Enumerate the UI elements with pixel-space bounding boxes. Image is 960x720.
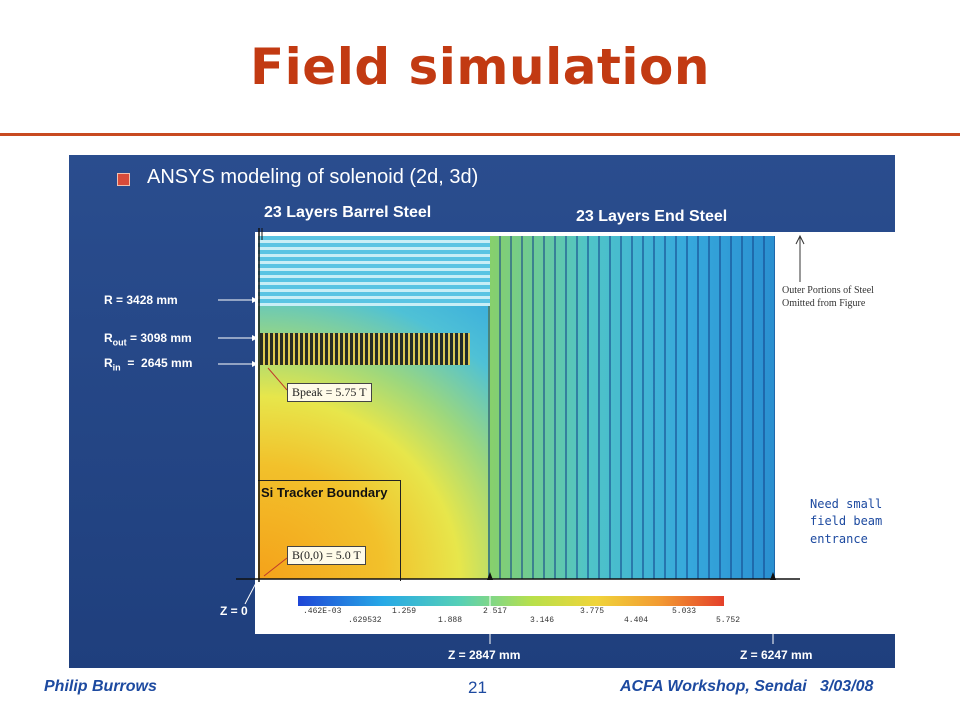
- barrel-steel-label: 23 Layers Barrel Steel: [264, 204, 432, 221]
- footer-event: ACFA Workshop, Sendai 3/03/08: [620, 678, 874, 695]
- bullet-text: ANSYS modeling of solenoid (2d, 3d): [147, 166, 479, 188]
- cb-tick-bottom-2: 3.146: [530, 616, 555, 625]
- rout-label: Rout = 3098 mm: [104, 331, 192, 347]
- end-steel-label: 23 Layers End Steel: [576, 208, 728, 225]
- rin-value: = 2645 mm: [120, 356, 193, 370]
- z6247-label: Z = 6247 mm: [740, 648, 813, 662]
- r-label: R = 3428 mm: [104, 293, 178, 307]
- rin-prefix: R: [104, 356, 113, 370]
- cb-tick-top-0: .462E-03: [303, 607, 342, 616]
- z0-label: Z = 0: [220, 604, 248, 618]
- end-steel-layers: [488, 236, 775, 579]
- footer-page-number: 21: [468, 678, 487, 697]
- cb-tick-bottom-1: 1.888: [438, 616, 463, 625]
- cb-tick-bottom-4: 5.752: [716, 616, 741, 625]
- si-tracker-label: Si Tracker Boundary: [261, 485, 388, 500]
- rin-label: Rin = 2645 mm: [104, 356, 192, 372]
- rout-value: = 3098 mm: [126, 331, 192, 345]
- bullet-icon: [117, 173, 130, 186]
- colorbar: [298, 596, 724, 606]
- z2847-label: Z = 2847 mm: [448, 648, 521, 662]
- solenoid-coil: [260, 333, 470, 365]
- barrel-steel-layers: [258, 236, 490, 306]
- rin-sub: in: [112, 362, 121, 373]
- outer-portions-note: Outer Portions of Steel Omitted from Fig…: [782, 285, 874, 309]
- rout-sub: out: [112, 337, 127, 348]
- title-rule: [0, 133, 960, 136]
- cb-tick-bottom-3: 4.404: [624, 616, 649, 625]
- footer-author: Philip Burrows: [44, 678, 157, 695]
- cb-tick-bottom-0: .629532: [348, 616, 382, 625]
- cb-tick-top-3: 3.775: [580, 607, 605, 616]
- slide-title: Field simulation: [249, 38, 710, 96]
- rout-prefix: R: [104, 331, 113, 345]
- bpeak-label: Bpeak = 5.75 T: [287, 383, 372, 402]
- cb-tick-top-1: 1.259: [392, 607, 417, 616]
- cb-tick-top-2: 2.517: [483, 607, 508, 616]
- b00-label: B(0,0) = 5.0 T: [287, 546, 366, 565]
- si-tracker-boundary: [258, 480, 401, 581]
- cb-tick-top-4: 5.033: [672, 607, 697, 616]
- beam-entrance-note: Need small field beam entrance: [810, 497, 883, 546]
